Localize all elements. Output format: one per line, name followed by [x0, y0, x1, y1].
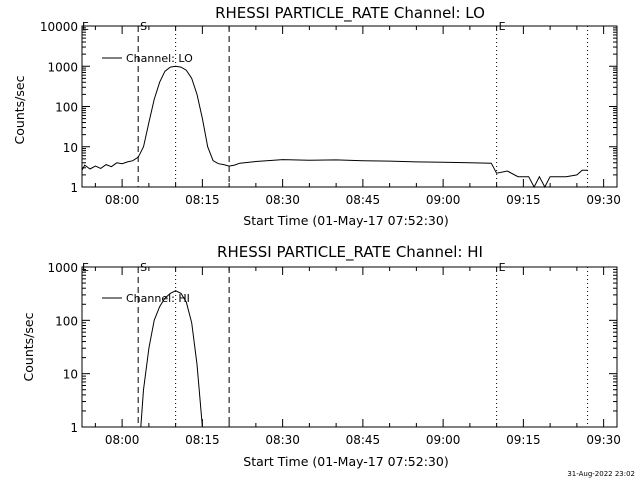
x-tick-label: 09:30 [586, 193, 621, 207]
x-tick-label: 09:00 [426, 193, 461, 207]
legend-label: Channel: LO [126, 52, 193, 65]
x-tick-label: 09:15 [506, 433, 541, 447]
x-tick-label: 08:30 [265, 433, 300, 447]
x-tick-label: 08:15 [185, 433, 220, 447]
legend-label: Channel: HI [126, 292, 190, 305]
series-line [140, 290, 203, 428]
chart-title: RHESSI PARTICLE_RATE Channel: HI [217, 243, 483, 262]
x-tick-label: 08:30 [265, 193, 300, 207]
series-line [81, 65, 588, 189]
plot-frame [81, 25, 618, 188]
footer-timestamp: 31-Aug-2022 23:02 [567, 470, 635, 478]
y-axis-label: Counts/sec [21, 312, 36, 381]
legend: Channel: LO [102, 52, 193, 65]
x-axis-label: Start Time (01-May-17 07:52:30) [243, 213, 448, 228]
x-tick-label: 08:45 [346, 193, 381, 207]
x-tick-label: 08:15 [185, 193, 220, 207]
y-axis-label: Counts/sec [12, 75, 27, 144]
x-tick-label: 08:45 [346, 433, 381, 447]
x-tick-label: 09:00 [426, 433, 461, 447]
y-tick-label: 1000 [47, 60, 78, 74]
x-tick-label: 08:00 [105, 193, 140, 207]
chart-title: RHESSI PARTICLE_RATE Channel: LO [215, 4, 485, 23]
y-tick-label: 1 [70, 181, 78, 195]
y-tick-label: 10 [63, 368, 78, 382]
y-tick-label: 10000 [40, 20, 78, 34]
x-tick-label: 08:00 [105, 433, 140, 447]
chart-lo: RHESSI PARTICLE_RATE Channel: LO Counts/… [12, 4, 621, 228]
x-tick-label: 09:15 [506, 193, 541, 207]
y-tick-label: 1 [70, 421, 78, 435]
x-axis-label: Start Time (01-May-17 07:52:30) [243, 454, 448, 469]
y-tick-label: 10 [63, 141, 78, 155]
legend: Channel: HI [102, 292, 190, 305]
plot-frame [81, 266, 618, 428]
y-tick-label: 100 [55, 314, 78, 328]
y-tick-label: 1000 [47, 261, 78, 275]
y-tick-label: 100 [55, 101, 78, 115]
x-tick-label: 09:30 [586, 433, 621, 447]
chart-hi: RHESSI PARTICLE_RATE Channel: HI Counts/… [21, 243, 621, 469]
